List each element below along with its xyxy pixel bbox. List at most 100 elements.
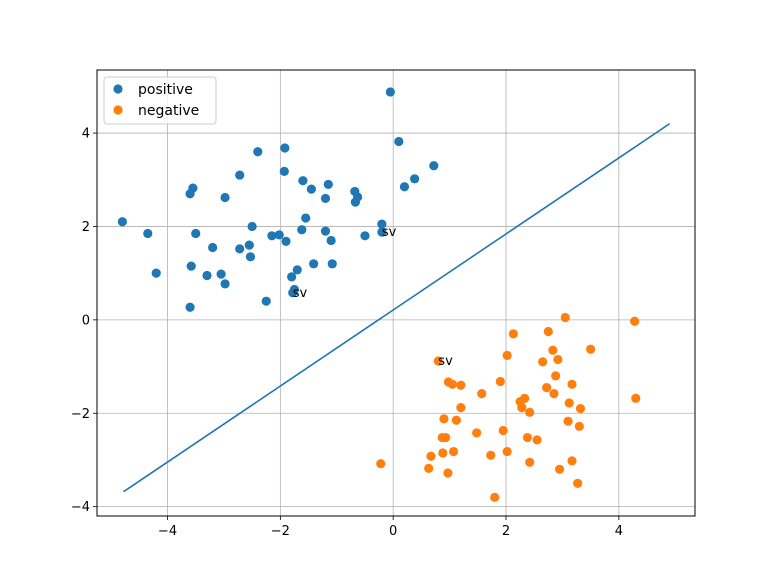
legend-label-positive: positive <box>138 82 193 98</box>
negative-point <box>538 357 548 367</box>
positive-point <box>245 252 256 262</box>
grid-lines <box>97 70 695 516</box>
x-tick-label: 2 <box>502 524 510 539</box>
positive-point <box>399 182 410 192</box>
positive-point <box>301 213 311 223</box>
positive-point <box>143 228 153 239</box>
positive-point <box>185 302 195 312</box>
x-tick-label: 4 <box>615 524 623 539</box>
decision-boundary <box>123 123 671 493</box>
negative-point <box>542 382 552 393</box>
negative-point <box>574 421 584 431</box>
negative-point <box>573 478 583 488</box>
data-points <box>117 87 641 502</box>
negative-point <box>532 435 542 445</box>
y-tick-label: 0 <box>82 313 90 328</box>
negative-point <box>424 463 434 473</box>
negative-point <box>502 446 512 457</box>
negative-point <box>456 380 466 390</box>
positive-point <box>292 265 302 275</box>
negative-point <box>448 446 459 457</box>
negative-point <box>555 464 565 474</box>
positive-point <box>220 279 230 289</box>
positive-point <box>216 269 226 279</box>
positive-point <box>261 296 271 306</box>
negative-point <box>498 425 508 436</box>
negative-point <box>564 398 574 408</box>
negative-point <box>490 492 500 502</box>
positive-point <box>287 272 297 282</box>
positive-point <box>377 219 387 229</box>
negative-point <box>433 356 443 366</box>
positive-point <box>267 231 277 241</box>
x-tick-label: −2 <box>271 524 290 539</box>
y-tick-label: 4 <box>82 127 90 142</box>
axis-ticks: −4 −2 0 2 4 −4 −2 0 2 4 <box>71 127 623 539</box>
positive-point <box>186 261 196 271</box>
negative-point <box>456 403 466 413</box>
legend-marker-positive <box>113 84 123 94</box>
negative-point <box>477 389 487 399</box>
positive-point <box>309 259 319 269</box>
legend-label-negative: negative <box>138 103 199 119</box>
positive-point <box>410 174 420 184</box>
negative-point <box>438 448 448 458</box>
negative-point <box>451 415 461 425</box>
positive-point <box>235 244 245 254</box>
positive-point <box>289 284 300 295</box>
positive-point <box>323 179 333 190</box>
positive-point <box>279 166 289 176</box>
boundary-line <box>123 123 671 493</box>
positive-point <box>247 221 257 232</box>
negative-point <box>553 354 563 365</box>
positive-point <box>327 259 337 269</box>
negative-point <box>522 432 533 443</box>
legend-box <box>103 76 217 125</box>
negative-point <box>502 350 512 360</box>
positive-point <box>188 183 198 193</box>
negative-point <box>517 403 527 413</box>
positive-point <box>191 228 201 239</box>
negative-point <box>520 393 530 403</box>
x-tick-label: −4 <box>158 524 177 539</box>
positive-point <box>320 193 331 204</box>
positive-point <box>253 147 263 157</box>
legend: positive negative <box>103 76 217 125</box>
y-tick-label: −4 <box>71 500 90 515</box>
positive-point <box>244 240 254 250</box>
negative-point <box>567 379 577 389</box>
negative-point <box>426 451 436 461</box>
support-vector-label: sv <box>382 225 397 240</box>
negative-point <box>495 376 505 387</box>
positive-point <box>208 242 218 253</box>
support-vector-label: sv <box>438 354 453 369</box>
negative-point <box>439 414 449 424</box>
negative-point <box>447 379 458 389</box>
plot-frame <box>96 69 696 517</box>
positive-point <box>151 268 161 278</box>
negative-point <box>548 345 558 355</box>
positive-point <box>360 231 370 241</box>
positive-point <box>281 236 291 246</box>
negative-point <box>543 326 553 337</box>
negative-point <box>508 329 518 339</box>
negative-point <box>551 371 561 381</box>
positive-point <box>202 270 212 281</box>
positive-point <box>353 192 363 202</box>
negative-point <box>441 432 451 443</box>
positive-point <box>297 225 307 235</box>
positive-point <box>385 87 395 97</box>
x-tick-label: 0 <box>389 524 397 539</box>
negative-point <box>376 459 386 469</box>
legend-marker-negative <box>113 105 123 115</box>
positive-point <box>306 184 316 194</box>
negative-point <box>472 428 482 438</box>
positive-point <box>326 235 336 246</box>
negative-point <box>630 316 640 326</box>
positive-point <box>320 226 331 236</box>
positive-point <box>429 161 439 171</box>
positive-point <box>394 136 404 147</box>
positive-point <box>220 192 230 203</box>
positive-point <box>235 170 245 180</box>
